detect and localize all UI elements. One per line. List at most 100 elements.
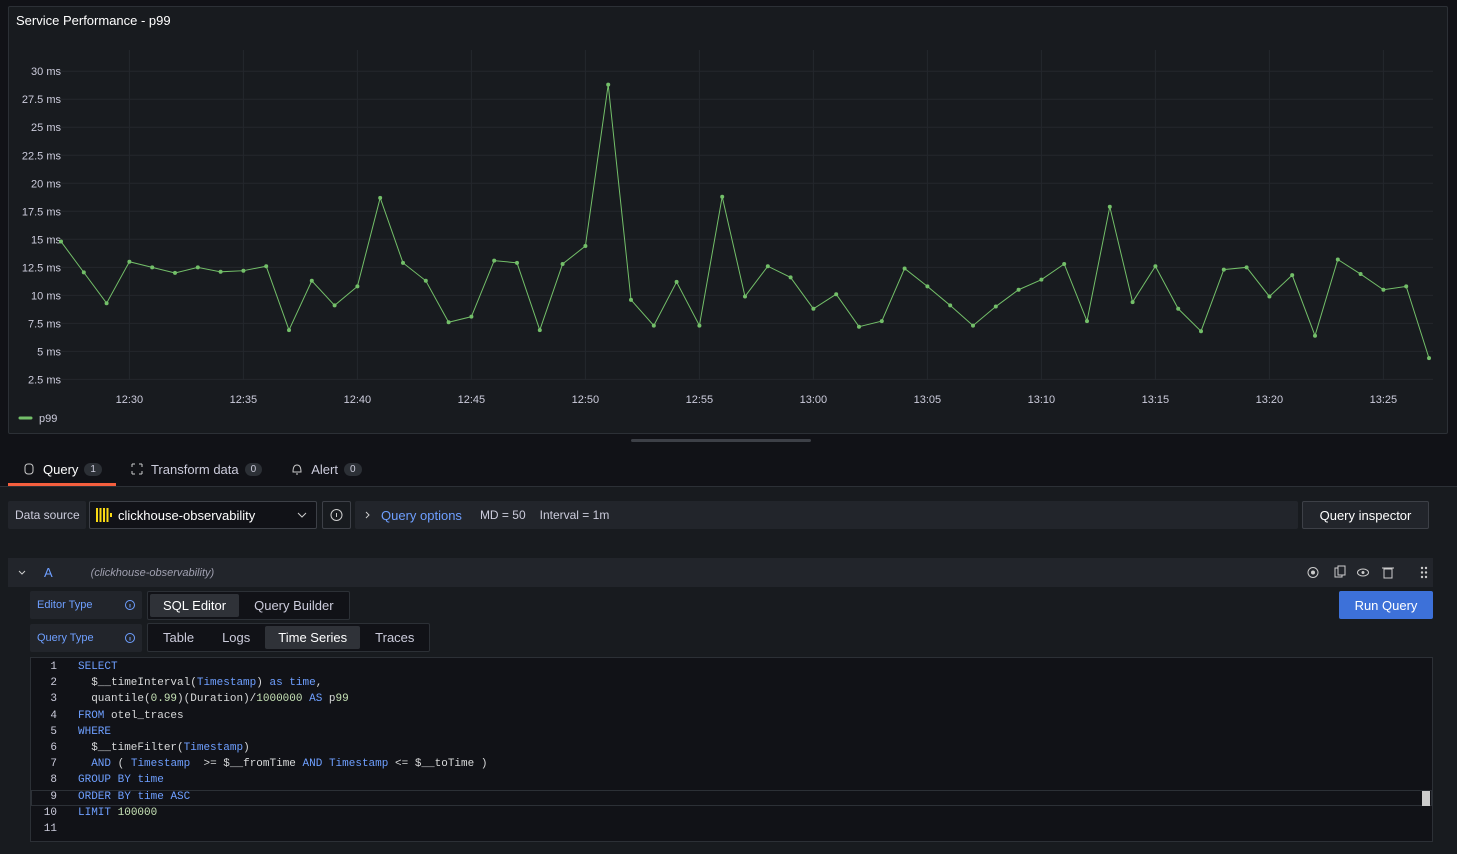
data-point bbox=[925, 284, 930, 289]
chevron-down bbox=[297, 512, 307, 518]
data-point bbox=[788, 275, 793, 280]
data-point bbox=[1381, 287, 1386, 292]
clickhouse-icon bbox=[96, 508, 112, 522]
data-point bbox=[1016, 287, 1021, 292]
tab-label: Alert bbox=[311, 461, 338, 477]
query-type-label: Query Type bbox=[30, 624, 142, 652]
line-number: 1 bbox=[50, 661, 57, 673]
line-number: 6 bbox=[50, 742, 57, 754]
radio-option[interactable]: Logs bbox=[222, 630, 251, 645]
data-point bbox=[309, 278, 314, 283]
data-point bbox=[287, 328, 291, 333]
row-actions[interactable] bbox=[1304, 564, 1428, 581]
tab[interactable]: Alert 0 bbox=[276, 455, 375, 486]
data-point bbox=[606, 82, 611, 87]
code-line: FROM otel_traces bbox=[78, 709, 184, 722]
data-point bbox=[1404, 284, 1409, 289]
code-editor[interactable]: 1 SELECT 2 $__timeInterval(Timestamp) as t… bbox=[30, 657, 1433, 842]
series-line bbox=[60, 84, 1430, 359]
radio-option[interactable]: SQL Editor bbox=[150, 594, 240, 617]
line-number: 3 bbox=[50, 693, 57, 706]
scroll-marker bbox=[1422, 790, 1430, 806]
data-point bbox=[993, 304, 998, 309]
x-tick-label: 12:50 bbox=[572, 394, 600, 406]
x-tick-label: 13:05 bbox=[914, 394, 942, 406]
tabs: Query 1 Transform data 0 Alert 0 bbox=[8, 455, 376, 486]
data-point bbox=[765, 264, 770, 269]
data-point bbox=[264, 264, 269, 269]
query-inspector-button[interactable]: Query inspector bbox=[1302, 501, 1429, 529]
radio-option[interactable]: Traces bbox=[375, 630, 415, 645]
data-point bbox=[195, 265, 200, 270]
radio-option[interactable]: Table bbox=[163, 630, 195, 645]
radio-option[interactable]: Time Series bbox=[265, 626, 361, 649]
chevron-right bbox=[365, 511, 370, 519]
data-point bbox=[743, 294, 747, 299]
ref-id: A bbox=[44, 565, 53, 580]
query-row-header: A (clickhouse-observability) bbox=[8, 558, 1433, 587]
data-point bbox=[857, 324, 861, 329]
help-button[interactable] bbox=[322, 501, 351, 529]
collapse-icon[interactable] bbox=[8, 567, 36, 579]
data-point bbox=[834, 292, 839, 297]
interval: Interval = 1m bbox=[539, 508, 610, 522]
tab-count: 0 bbox=[244, 462, 263, 476]
tab[interactable]: Transform data 0 bbox=[116, 455, 276, 486]
info-icon bbox=[125, 633, 135, 643]
data-point bbox=[1313, 333, 1317, 338]
data-point bbox=[1107, 204, 1112, 209]
info-icon bbox=[125, 600, 135, 610]
tab-icon bbox=[24, 463, 34, 475]
data-point bbox=[629, 297, 633, 302]
editor-type-text: Editor Type bbox=[37, 599, 93, 611]
query-options-bar[interactable]: Query options MD = 50 Interval = 1m bbox=[355, 501, 1298, 529]
data-point bbox=[720, 194, 725, 199]
data-point bbox=[1085, 319, 1089, 324]
x-tick-label: 12:40 bbox=[344, 394, 372, 406]
data-point bbox=[971, 323, 975, 328]
legend-label: p99 bbox=[39, 413, 57, 425]
radio-option[interactable]: Query Builder bbox=[254, 598, 334, 613]
data-point bbox=[674, 279, 679, 284]
data-source-name: clickhouse-observability bbox=[118, 507, 256, 523]
data-point bbox=[879, 319, 884, 324]
data-point bbox=[1039, 277, 1044, 282]
y-tick-label: 2.5 ms bbox=[28, 374, 62, 386]
tab-count: 1 bbox=[84, 462, 102, 476]
query-options[interactable]: Query options bbox=[381, 507, 462, 523]
tab-icon bbox=[131, 463, 143, 475]
y-tick-label: 25 ms bbox=[31, 122, 61, 134]
current-line bbox=[31, 789, 1432, 806]
y-tick-label: 10 ms bbox=[31, 290, 61, 302]
data-source-select[interactable]: clickhouse-observability bbox=[89, 501, 317, 529]
data-point bbox=[1244, 265, 1249, 270]
x-tick-label: 12:35 bbox=[230, 394, 258, 406]
data-point bbox=[537, 328, 542, 333]
tab-label: Transform data bbox=[150, 461, 239, 477]
tab[interactable]: Query 1 bbox=[8, 455, 116, 486]
line-number: 7 bbox=[50, 758, 57, 771]
data-point bbox=[81, 270, 86, 275]
data-point bbox=[1221, 267, 1226, 272]
data-point bbox=[1358, 272, 1363, 277]
code-line: $__timeFilter(Timestamp) bbox=[91, 742, 250, 754]
data-point bbox=[1062, 261, 1067, 266]
data-point bbox=[560, 261, 565, 266]
x-tick-label: 12:55 bbox=[686, 394, 714, 406]
data-point bbox=[1335, 257, 1340, 262]
line-number: 10 bbox=[43, 806, 57, 819]
y-tick-label: 30 ms bbox=[31, 66, 61, 78]
code-line: GROUP BY time bbox=[78, 774, 164, 787]
y-tick-label: 7.5 ms bbox=[28, 318, 62, 330]
splitter[interactable] bbox=[631, 439, 811, 442]
max-data-points: MD = 50 bbox=[479, 508, 526, 522]
x-tick-label: 13:25 bbox=[1370, 394, 1398, 406]
query-type-text: Query Type bbox=[37, 632, 94, 644]
y-tick-label: 15 ms bbox=[31, 234, 61, 246]
query-type-group: Table Logs Time Series Traces bbox=[147, 623, 431, 652]
line-number: 5 bbox=[50, 725, 57, 738]
panel-title: Service Performance - p99 bbox=[16, 13, 171, 28]
x-tick-label: 13:10 bbox=[1028, 394, 1056, 406]
tab-count: 0 bbox=[343, 462, 362, 476]
run-query-button[interactable]: Run Query bbox=[1339, 591, 1433, 619]
